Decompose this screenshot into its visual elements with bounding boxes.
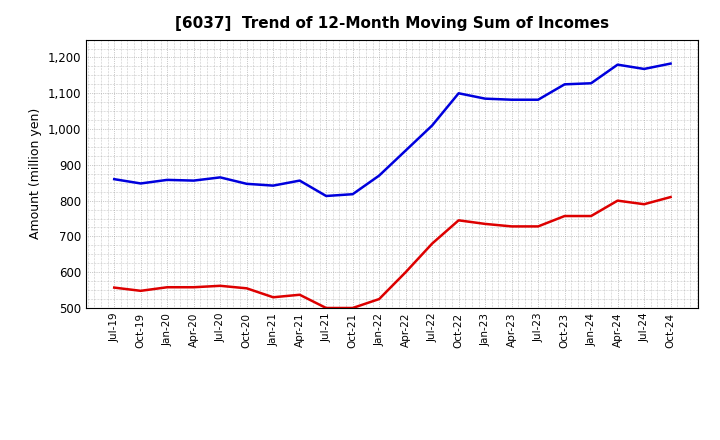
Line: Ordinary Income: Ordinary Income bbox=[114, 63, 670, 196]
Ordinary Income bbox=[189, 178, 198, 183]
Ordinary Income bbox=[322, 193, 330, 198]
Ordinary Income bbox=[136, 181, 145, 186]
Net Income bbox=[216, 283, 225, 289]
Net Income bbox=[375, 297, 384, 302]
Ordinary Income bbox=[560, 82, 569, 87]
Ordinary Income bbox=[110, 176, 119, 182]
Ordinary Income bbox=[508, 97, 516, 103]
Net Income bbox=[322, 305, 330, 311]
Ordinary Income bbox=[401, 148, 410, 153]
Ordinary Income bbox=[269, 183, 277, 188]
Ordinary Income bbox=[454, 91, 463, 96]
Title: [6037]  Trend of 12-Month Moving Sum of Incomes: [6037] Trend of 12-Month Moving Sum of I… bbox=[176, 16, 609, 32]
Ordinary Income bbox=[348, 191, 357, 197]
Net Income bbox=[481, 221, 490, 227]
Net Income bbox=[348, 305, 357, 311]
Net Income bbox=[401, 270, 410, 275]
Net Income bbox=[110, 285, 119, 290]
Y-axis label: Amount (million yen): Amount (million yen) bbox=[30, 108, 42, 239]
Ordinary Income bbox=[481, 96, 490, 101]
Ordinary Income bbox=[640, 66, 649, 72]
Ordinary Income bbox=[534, 97, 542, 103]
Ordinary Income bbox=[613, 62, 622, 67]
Ordinary Income bbox=[666, 61, 675, 66]
Net Income bbox=[613, 198, 622, 203]
Ordinary Income bbox=[163, 177, 171, 183]
Ordinary Income bbox=[216, 175, 225, 180]
Net Income bbox=[640, 202, 649, 207]
Net Income bbox=[428, 241, 436, 246]
Net Income bbox=[534, 224, 542, 229]
Net Income bbox=[163, 285, 171, 290]
Net Income bbox=[189, 285, 198, 290]
Ordinary Income bbox=[243, 181, 251, 187]
Net Income bbox=[295, 292, 304, 297]
Net Income bbox=[587, 213, 595, 219]
Ordinary Income bbox=[428, 123, 436, 128]
Net Income bbox=[560, 213, 569, 219]
Net Income bbox=[508, 224, 516, 229]
Net Income bbox=[243, 286, 251, 291]
Net Income bbox=[269, 295, 277, 300]
Net Income bbox=[454, 218, 463, 223]
Net Income bbox=[136, 288, 145, 293]
Net Income bbox=[666, 194, 675, 200]
Ordinary Income bbox=[295, 178, 304, 183]
Ordinary Income bbox=[375, 173, 384, 178]
Line: Net Income: Net Income bbox=[114, 197, 670, 308]
Ordinary Income bbox=[587, 81, 595, 86]
